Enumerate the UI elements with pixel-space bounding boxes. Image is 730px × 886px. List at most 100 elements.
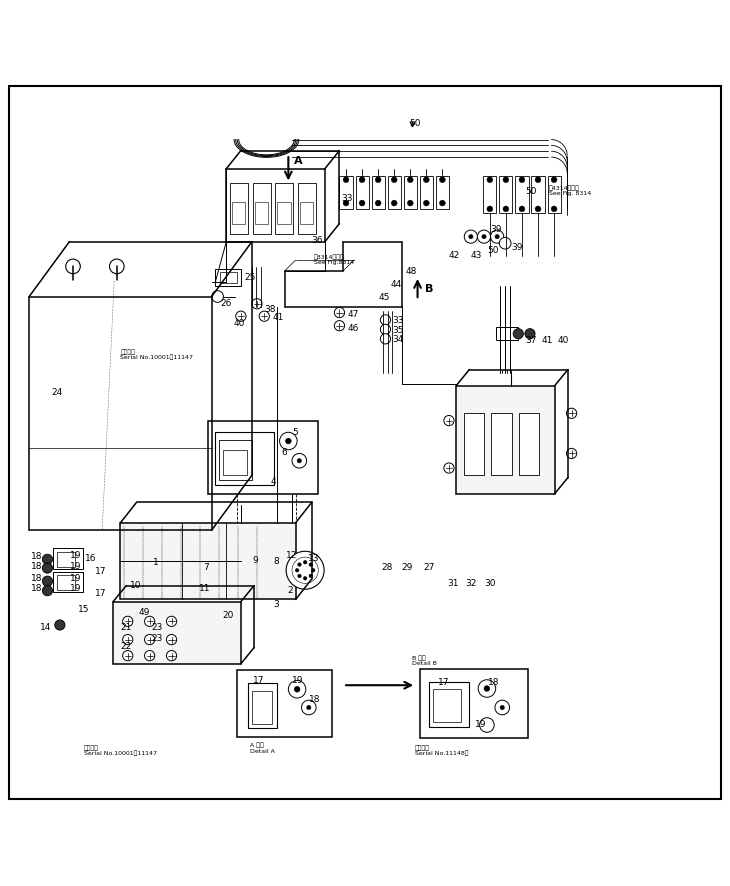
Text: 48: 48: [405, 268, 417, 276]
Text: 34: 34: [393, 335, 404, 344]
Text: 11: 11: [199, 583, 211, 592]
Bar: [456, 386, 555, 494]
Text: 47: 47: [347, 309, 359, 318]
Text: 5: 5: [292, 428, 298, 437]
Circle shape: [407, 177, 413, 183]
Circle shape: [525, 330, 535, 339]
Circle shape: [309, 563, 312, 567]
Bar: [356, 177, 369, 210]
Circle shape: [166, 634, 177, 645]
Circle shape: [478, 680, 496, 697]
Circle shape: [212, 291, 223, 303]
Bar: [515, 177, 529, 214]
Text: 40: 40: [234, 318, 245, 327]
Bar: [219, 441, 252, 481]
Text: 37: 37: [526, 336, 537, 345]
Circle shape: [123, 651, 133, 661]
Text: 19: 19: [70, 551, 82, 560]
Circle shape: [294, 687, 300, 692]
Circle shape: [42, 586, 53, 596]
Text: 21: 21: [120, 622, 132, 631]
Text: 17: 17: [95, 588, 107, 597]
Bar: [57, 576, 75, 590]
Circle shape: [42, 563, 53, 573]
Circle shape: [480, 718, 494, 733]
Circle shape: [343, 201, 349, 206]
Circle shape: [42, 577, 53, 587]
Circle shape: [307, 705, 311, 710]
Circle shape: [439, 177, 445, 183]
Bar: [298, 184, 316, 235]
Text: 46: 46: [347, 323, 359, 332]
Bar: [208, 421, 318, 494]
Circle shape: [123, 634, 133, 645]
Circle shape: [380, 315, 391, 325]
Circle shape: [500, 705, 504, 710]
Text: 40: 40: [558, 336, 569, 345]
Circle shape: [469, 235, 473, 239]
Circle shape: [495, 701, 510, 715]
Text: A: A: [294, 156, 303, 166]
Bar: [420, 669, 528, 738]
Bar: [388, 177, 401, 210]
Circle shape: [482, 235, 486, 239]
Circle shape: [286, 552, 324, 589]
Text: 18: 18: [488, 677, 499, 686]
Text: 7: 7: [203, 563, 209, 571]
Bar: [253, 184, 271, 235]
Circle shape: [551, 206, 557, 213]
Text: B 詳細: B 詳細: [412, 655, 426, 660]
Circle shape: [295, 569, 299, 572]
Circle shape: [343, 177, 349, 183]
Bar: [53, 548, 83, 569]
Bar: [429, 682, 469, 727]
Text: 30: 30: [485, 579, 496, 587]
Text: 1: 1: [153, 557, 159, 566]
Text: 第4314図参照: 第4314図参照: [549, 185, 580, 190]
Circle shape: [297, 459, 301, 463]
Text: See Fig.8314: See Fig.8314: [314, 260, 354, 265]
Text: 38: 38: [264, 305, 276, 314]
Circle shape: [334, 322, 345, 331]
Text: 9: 9: [253, 556, 258, 564]
Circle shape: [380, 325, 391, 335]
Circle shape: [292, 454, 307, 469]
Circle shape: [439, 201, 445, 206]
Circle shape: [503, 206, 509, 213]
Text: 41: 41: [542, 336, 553, 345]
Text: 8: 8: [274, 556, 280, 565]
Text: 20: 20: [223, 610, 234, 618]
Bar: [436, 177, 449, 210]
Circle shape: [499, 238, 511, 250]
Circle shape: [166, 617, 177, 626]
Text: 適用号機: 適用号機: [120, 349, 136, 354]
Text: 36: 36: [311, 236, 323, 245]
Text: 19: 19: [474, 719, 486, 728]
Bar: [232, 202, 245, 224]
Text: 27: 27: [423, 563, 435, 571]
Circle shape: [477, 231, 491, 244]
Bar: [464, 414, 484, 476]
Text: 適用号機: 適用号機: [84, 744, 99, 750]
Circle shape: [519, 177, 525, 183]
Bar: [531, 177, 545, 214]
Bar: [496, 328, 518, 341]
Bar: [519, 414, 539, 476]
Bar: [223, 450, 247, 476]
Circle shape: [285, 439, 291, 445]
Text: 19: 19: [70, 584, 82, 593]
Circle shape: [495, 235, 499, 239]
Bar: [230, 184, 248, 235]
Text: 41: 41: [272, 313, 284, 323]
Bar: [491, 414, 512, 476]
Circle shape: [304, 577, 307, 580]
Text: 32: 32: [466, 579, 477, 587]
Bar: [548, 177, 561, 214]
Bar: [57, 552, 75, 567]
Text: 39: 39: [491, 225, 502, 234]
Circle shape: [487, 206, 493, 213]
Circle shape: [359, 201, 365, 206]
Bar: [433, 689, 461, 722]
Text: 18: 18: [31, 561, 42, 570]
Circle shape: [519, 206, 525, 213]
